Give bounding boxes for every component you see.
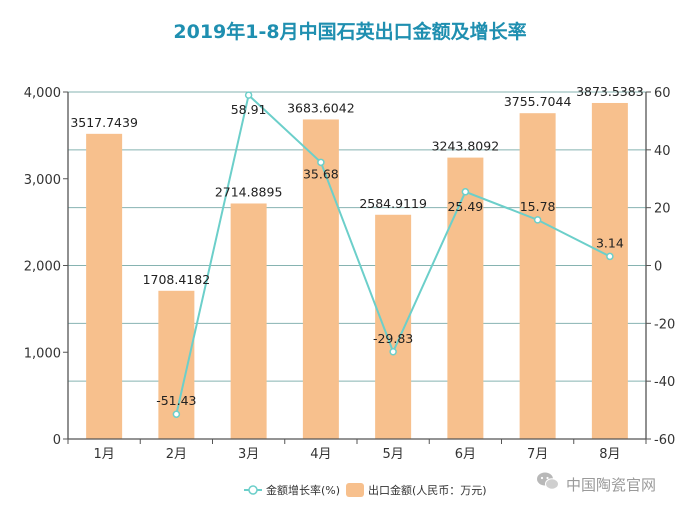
growth-rate-point-5 [389, 348, 397, 356]
x-tick-label-7: 7月 [527, 447, 548, 462]
bar-value-label-6: 3243.8092 [432, 139, 500, 154]
bar-7 [519, 113, 556, 440]
y-left-tick-label-1: 1,000 [24, 346, 61, 361]
y-left-tick-label-0: 0 [53, 433, 61, 448]
grid-layer [68, 91, 646, 440]
growth-rate-point-2 [172, 410, 181, 418]
bar-value-label-8: 3873.5383 [576, 84, 644, 99]
bar-6 [447, 157, 484, 439]
label-layer: 3517.7439 1708.4182 2714.8895 3683.6042 2584… [70, 84, 643, 408]
y-right-tick-label-6: 60 [654, 86, 671, 101]
bar-value-label-4: 3683.6042 [287, 100, 355, 115]
legend-marker-swatch [248, 485, 258, 495]
x-tick-label-6: 6月 [455, 447, 476, 462]
line-layer [172, 91, 614, 418]
growth-rate-label-2: -51.43 [156, 393, 196, 408]
growth-rate-label-4: 35.68 [303, 166, 339, 181]
growth-rate-label-7: 15.78 [520, 199, 556, 214]
y-left-tick-label-4: 4,000 [24, 86, 61, 101]
legend: 金额增长率(%) 出口金额(人民币：万元) [244, 483, 487, 497]
legend-item-export-amount[interactable]: 出口金额(人民币：万元) [346, 483, 487, 497]
legend-item-growth-rate[interactable]: 金额增长率(%) [244, 483, 340, 497]
x-tick-label-8: 8月 [599, 447, 620, 462]
bar-value-label-5: 2584.9119 [359, 196, 427, 211]
y-right-tick-label-3: 0 [654, 260, 662, 275]
growth-rate-point-4 [317, 158, 325, 167]
watermark-text: 中国陶瓷官网 [566, 476, 656, 494]
bar-4 [302, 119, 339, 440]
chart-title: 2019年1-8月中国石英出口金额及增长率 [173, 20, 526, 43]
x-tick-label-3: 3月 [238, 447, 259, 462]
bar-value-label-1: 3517.7439 [70, 115, 138, 130]
bar-value-label-3: 2714.8895 [215, 184, 283, 199]
bar-3 [230, 203, 267, 439]
bar-value-label-7: 3755.7044 [504, 94, 572, 109]
axis-layer: 0 1,000 2,000 3,000 4,000 -60 -40 -20 0 20 40 60 1月 2… [24, 86, 675, 462]
growth-rate-label-3: 58.91 [231, 102, 267, 117]
y-right-tick-label-5: 40 [654, 144, 671, 159]
growth-rate-point-7 [533, 216, 542, 224]
x-tick-label-5: 5月 [382, 447, 403, 462]
watermark: 中国陶瓷官网 [537, 472, 656, 494]
growth-rate-label-5: -29.83 [373, 331, 413, 346]
legend-label-export-amount: 出口金额(人民币：万元) [368, 483, 487, 497]
wechat-icon [537, 472, 559, 490]
x-tick-label-2: 2月 [166, 447, 187, 462]
x-tick-label-1: 1月 [93, 447, 114, 462]
bar-8 [591, 102, 628, 439]
y-left-tick-label-2: 2,000 [24, 260, 61, 275]
y-right-tick-label-0: -60 [654, 433, 675, 448]
y-right-tick-label-1: -40 [654, 375, 675, 390]
y-right-tick-label-2: -20 [654, 317, 675, 332]
growth-rate-label-6: 25.49 [447, 199, 483, 214]
legend-bar-swatch [346, 483, 364, 497]
growth-rate-point-8 [606, 252, 614, 261]
legend-label-growth-rate: 金额增长率(%) [266, 483, 340, 497]
x-tick-label-4: 4月 [310, 447, 331, 462]
bar-value-label-2: 1708.4182 [143, 272, 211, 287]
growth-rate-point-3 [244, 91, 253, 99]
y-left-tick-label-3: 3,000 [24, 173, 61, 188]
growth-rate-point-6 [461, 188, 470, 196]
growth-rate-label-8: 3.14 [596, 235, 624, 250]
bar-5 [375, 214, 412, 439]
y-right-tick-label-4: 20 [654, 202, 671, 217]
bar-1 [86, 133, 123, 439]
